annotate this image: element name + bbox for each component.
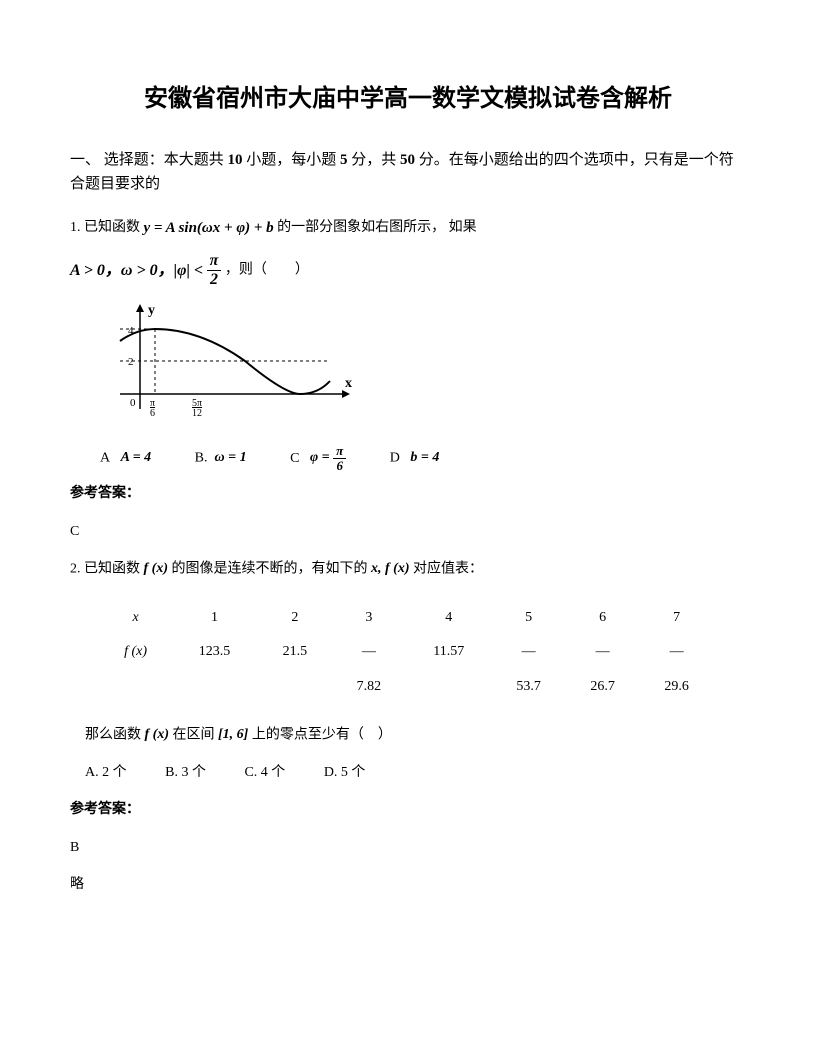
q1-cond: A > 0，ω > 0，|φ| < xyxy=(70,258,203,284)
choice-d: D. 5 个 xyxy=(324,765,366,780)
ref-answer-label: 参考答案： xyxy=(70,799,746,821)
q1-text2: ，则（ ） xyxy=(225,263,309,278)
table-cell: 4 xyxy=(406,601,492,635)
q2-fx: f (x) xyxy=(144,558,169,580)
table-row: x 1 2 3 4 5 6 7 xyxy=(100,601,714,635)
choice-val: ω = 1 xyxy=(215,447,247,469)
table-cell xyxy=(258,670,332,704)
table-cell: — xyxy=(640,635,714,669)
q2-text2: 对应值表： xyxy=(413,561,483,576)
choice-b: B. 3 个 xyxy=(165,765,206,780)
q1-stem-line1: 1. 已知函数 y = A sin(ωx + φ) + b 的一部分图象如右图所… xyxy=(70,216,746,240)
choice-b: B. ω = 1 xyxy=(195,447,247,470)
table-row: 7.82 53.7 26.7 29.6 xyxy=(100,670,714,704)
table-cell: 7.82 xyxy=(332,670,406,704)
choice-val: A = 4 xyxy=(121,447,152,469)
q2-xfx: x, f (x) xyxy=(371,558,410,580)
choice-c: C φ = π 6 xyxy=(290,444,346,474)
q1-answer: C xyxy=(70,521,746,543)
q1-stem-line2: A > 0，ω > 0，|φ| < π 2 ，则（ ） xyxy=(70,252,746,288)
origin-label: 0 xyxy=(130,397,136,409)
choice-a: A. 2 个 xyxy=(85,765,127,780)
ref-answer-label: 参考答案： xyxy=(70,483,746,505)
table-row: f (x) 123.5 21.5 — 11.57 — — — xyxy=(100,635,714,669)
table-cell xyxy=(100,670,171,704)
table-cell: 5 xyxy=(492,601,566,635)
x-tick2-den: 12 xyxy=(192,408,202,419)
section-points: 5 xyxy=(340,152,348,168)
y-tick-2: 2 xyxy=(128,356,134,368)
y-axis-label: y xyxy=(148,303,155,318)
frac-num: π xyxy=(333,444,346,459)
q2-choices: A. 2 个 B. 3 个 C. 4 个 D. 5 个 xyxy=(85,762,746,784)
section-count: 10 xyxy=(228,152,243,168)
q2-text3b: 在区间 xyxy=(173,727,215,742)
frac-den: 6 xyxy=(333,459,346,473)
x-tick1-den: 6 xyxy=(150,408,155,419)
q2-omit: 略 xyxy=(70,874,746,896)
section-text: 小题，每小题 xyxy=(243,152,341,168)
q1-text: 的一部分图象如右图所示， 如果 xyxy=(277,221,477,236)
sine-graph-svg: y x 4 2 0 π 6 5π 12 xyxy=(100,299,360,429)
frac-den: 2 xyxy=(207,271,222,289)
x-axis-label: x xyxy=(345,376,352,391)
q2-answer: B xyxy=(70,837,746,859)
q2-interval: [1, 6] xyxy=(218,724,248,746)
table-cell: 11.57 xyxy=(406,635,492,669)
choice-a: A A = 4 xyxy=(100,447,151,470)
table-header-fx: f (x) xyxy=(100,635,171,669)
table-cell: 1 xyxy=(171,601,258,635)
question-2: 2. 已知函数 f (x) 的图像是连续不断的，有如下的 x, f (x) 对应… xyxy=(70,558,746,896)
frac-num: π xyxy=(207,252,222,271)
q1-num: 1. 已知函数 xyxy=(70,221,140,236)
table-cell xyxy=(406,670,492,704)
table-cell: — xyxy=(492,635,566,669)
page-title: 安徽省宿州市大庙中学高一数学文模拟试卷含解析 xyxy=(70,80,746,118)
table-cell: 3 xyxy=(332,601,406,635)
choice-val-prefix: φ = xyxy=(310,447,330,469)
table-cell: — xyxy=(566,635,640,669)
table-cell: 53.7 xyxy=(492,670,566,704)
section-total: 50 xyxy=(400,152,415,168)
q2-text1: 的图像是连续不断的，有如下的 xyxy=(172,561,368,576)
table-cell: 123.5 xyxy=(171,635,258,669)
choice-label: A xyxy=(100,450,110,465)
table-cell: 21.5 xyxy=(258,635,332,669)
choice-val: b = 4 xyxy=(410,447,439,469)
choice-c-frac: π 6 xyxy=(333,444,346,474)
choice-label: B. xyxy=(195,450,208,465)
choice-c: C. 4 个 xyxy=(244,765,285,780)
section-header: 一、 选择题：本大题共 10 小题，每小题 5 分，共 50 分。在每小题给出的… xyxy=(70,148,746,196)
q1-graph: y x 4 2 0 π 6 5π 12 xyxy=(100,299,746,429)
section-text: 一、 选择题：本大题共 xyxy=(70,152,228,168)
table-cell: 2 xyxy=(258,601,332,635)
choice-label: C xyxy=(290,451,299,466)
table-cell: 6 xyxy=(566,601,640,635)
q2-text3a: 那么函数 xyxy=(85,727,141,742)
table-cell: 7 xyxy=(640,601,714,635)
q1-cond-frac: π 2 xyxy=(207,252,222,288)
q2-table: x 1 2 3 4 5 6 7 f (x) 123.5 21.5 — 11.57… xyxy=(100,601,746,704)
choice-label: D xyxy=(390,450,400,465)
choice-d: D b = 4 xyxy=(390,447,440,470)
q2-text3c: 上的零点至少有（ ） xyxy=(252,727,392,742)
q2-stem-line2: 那么函数 f (x) 在区间 [1, 6] 上的零点至少有（ ） xyxy=(85,724,746,747)
q2-num: 2. 已知函数 xyxy=(70,561,140,576)
question-1: 1. 已知函数 y = A sin(ωx + φ) + b 的一部分图象如右图所… xyxy=(70,216,746,543)
table-cell: — xyxy=(332,635,406,669)
table-cell xyxy=(171,670,258,704)
section-text: 分，共 xyxy=(348,152,401,168)
q1-formula: y = A sin(ωx + φ) + b xyxy=(144,216,274,240)
q2-stem: 2. 已知函数 f (x) 的图像是连续不断的，有如下的 x, f (x) 对应… xyxy=(70,558,746,581)
table-cell: 29.6 xyxy=(640,670,714,704)
q1-choices: A A = 4 B. ω = 1 C φ = π 6 D b = 4 xyxy=(100,444,746,474)
q2-fx2: f (x) xyxy=(145,724,170,746)
table-cell: 26.7 xyxy=(566,670,640,704)
table-header-x: x xyxy=(100,601,171,635)
